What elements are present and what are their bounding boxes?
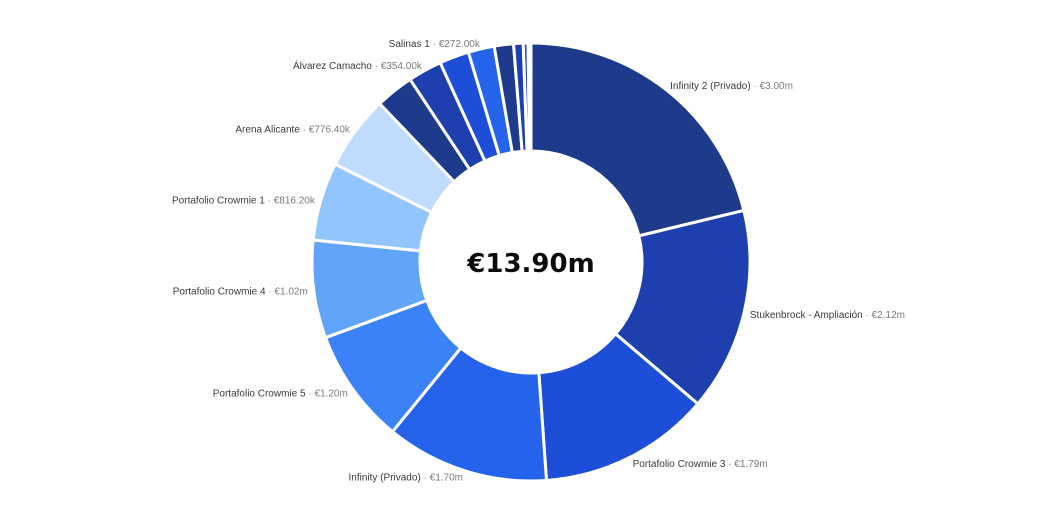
slice-stukenbrock-ampliacion[interactable] [614,208,752,406]
donut-slices [310,41,752,483]
slice-label-stukenbrock-ampliacion: Stukenbrock - Ampliación · €2.12m [750,310,905,321]
slice-infinity-2-privado[interactable] [529,41,746,238]
center-total-value: €13.90m [466,249,594,279]
slice-label-infinity-privado: Infinity (Privado) · €1.70m [349,472,463,483]
slice-label-portafolio-crowmie-1: Portafolio Crowmie 1 · €816.20k [172,195,316,206]
slice-label-salinas-1: Salinas 1 · €272.00k [389,39,481,50]
slice-label-arena-alicante: Arena Alicante · €776.40k [235,124,351,135]
slice-label-infinity-2-privado: Infinity 2 (Privado) · €3.00m [670,81,793,92]
slice-labels: Infinity 2 (Privado) · €3.00m Stukenbrock… [172,39,905,484]
slice-small-15[interactable] [526,41,533,153]
slice-label-portafolio-crowmie-4: Portafolio Crowmie 4 · €1.02m [173,286,308,297]
slice-label-portafolio-crowmie-5: Portafolio Crowmie 5 · €1.20m [213,389,348,400]
slice-label-portafolio-crowmie-3: Portafolio Crowmie 3 · €1.79m [633,459,768,470]
slice-label-alvarez-camacho: Álvarez Camacho · €354.00k [293,59,423,72]
